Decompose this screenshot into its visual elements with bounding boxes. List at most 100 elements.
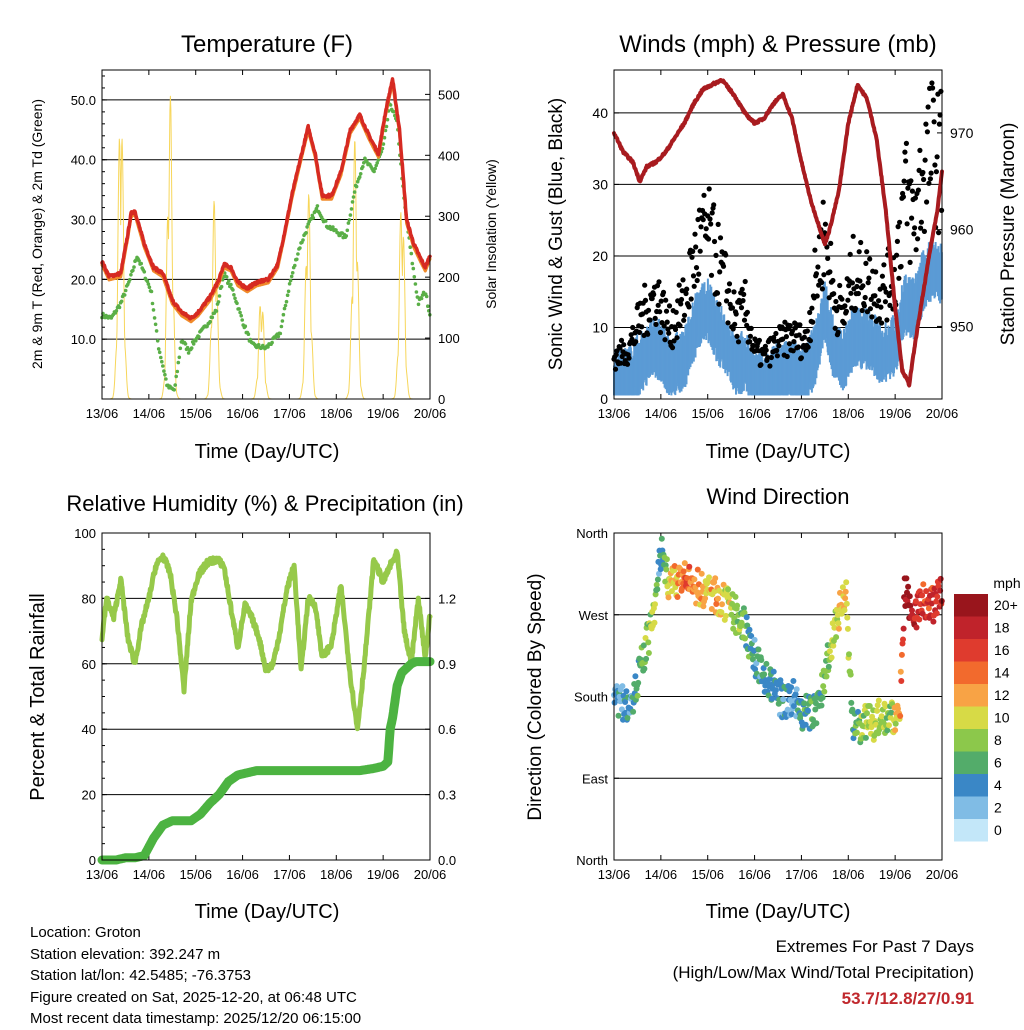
wind-gust-point [730,326,736,332]
wind-gust-point [879,320,885,326]
x-tick-label: 15/06 [691,406,724,421]
winds-panel: Winds (mph) & Pressure (mb) 0 10 20 30 40 950… [546,31,1019,463]
wind-gust-point [884,317,890,323]
wind-gust-point [909,188,916,194]
wind-gust-point [904,221,910,227]
dewpoint-point [189,346,194,350]
wind-gust-point [741,291,747,297]
right-y-tick-label: 400 [438,148,460,163]
y-tick-label: North [576,526,608,541]
wind-direction-point [882,703,889,710]
wind-direction-point [713,601,720,607]
extremes-block: Extremes For Past 7 Days (High/Low/Max W… [673,934,974,1012]
wind-gust-point [771,338,778,344]
wind-gust-point [924,129,931,135]
y-tick-label: 20.0 [71,272,96,287]
wind-direction-point [802,721,809,728]
wind-gust-point [807,338,814,344]
wind-gust-point [731,289,737,295]
dewpoint-point [372,169,376,174]
x-tick-label: 15/06 [179,406,212,421]
wind-gust-point [845,297,851,303]
dewpoint-point [383,128,388,133]
y-tick-label: 0 [89,853,96,868]
wind-gust-point [624,361,631,367]
wind-direction-point [755,646,762,653]
wind-gust-point [932,162,938,168]
dewpoint-point [172,388,176,392]
wind-gust-point [678,301,684,307]
wind-gust-point [900,194,907,200]
dewpoint-point [231,288,235,292]
wind-gust-point [872,293,878,299]
wind-direction-point [790,703,797,709]
wind-gust-point [848,290,854,296]
wind-gust-point [930,85,936,91]
wind-gust-point [867,256,873,262]
solar-insolation-line [338,141,372,400]
y-tick-label: 50.0 [71,93,96,108]
wind-gust-point [820,199,826,205]
wind-gust-point [717,235,724,241]
wind-gust-point [688,296,694,302]
wind-gust-point [669,345,676,351]
wind-gust-point [677,323,683,329]
wind-gust-point [821,272,827,278]
dewpoint-point [331,225,335,229]
wind-direction-point [913,624,920,631]
dewpoint-point [237,307,241,311]
wind-gust-point [814,293,820,299]
wind-gust-point [756,337,763,343]
wind-direction-point [706,574,712,581]
x-tick-label: 13/06 [598,867,631,882]
station-latlon: Station lat/lon: 42.5485; -76.3753 [30,967,252,985]
wind-gust-point [618,360,624,366]
wind-gust-point [708,272,715,278]
wind-direction-point [847,671,854,678]
wind-direction-point [738,619,745,626]
x-tick-label: 18/06 [832,867,865,882]
wind-direction-point [769,695,775,702]
dewpoint-point [361,165,365,169]
wind-gust-point [923,121,929,127]
dewpoint-point [174,374,178,379]
wind-direction-point [823,673,830,680]
wind-gust-point [897,219,903,225]
wind-gust-point [901,178,907,184]
wind-direction-point [805,707,811,714]
wind-gust-point [783,334,790,340]
dewpoint-point [128,277,132,282]
wind-direction-point [758,657,765,663]
wind-gust-point [815,264,821,270]
dewpoint-point [284,299,289,304]
wind-gust-point [672,326,679,333]
dewpoint-point [232,293,236,297]
dewpoint-point [288,278,293,283]
wind-gust-point [930,97,937,103]
wind-gust-point [705,236,712,242]
wind-gust-point [922,157,928,163]
wind-gust-point [924,199,930,205]
wind-gust-point [881,262,887,268]
wind-direction-point [619,683,626,690]
wind-direction-point [933,598,940,605]
wind-direction-point [642,635,649,641]
dewpoint-point [286,289,291,294]
legend-swatch [954,751,988,774]
x-tick-label: 16/06 [226,406,259,421]
wind-gust-point [698,224,704,230]
wind-direction-point [835,625,842,632]
winds-title: Winds (mph) & Pressure (mb) [619,31,936,58]
direction-ylabel: Direction (Colored By Speed) [525,573,546,820]
wind-gust-point [825,255,831,261]
wind-direction-point [793,686,800,693]
wind-gust-point [701,192,707,198]
x-tick-label: 18/06 [320,406,353,421]
wind-direction-point [801,700,808,707]
wind-gust-point [898,263,904,270]
x-tick-label: 19/06 [367,406,400,421]
wind-gust-point [739,286,745,292]
dewpoint-point [266,345,270,349]
wind-gust-point [642,297,649,303]
wind-gust-point [714,290,721,296]
